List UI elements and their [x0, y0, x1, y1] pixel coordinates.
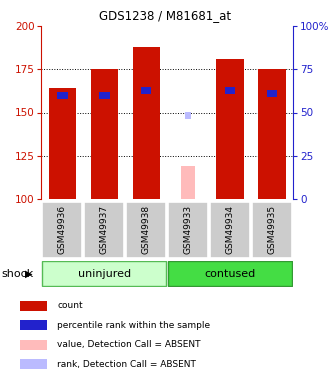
Text: GSM49935: GSM49935 [267, 205, 276, 254]
FancyBboxPatch shape [168, 261, 292, 286]
Bar [20, 320, 47, 330]
Text: GSM49934: GSM49934 [225, 205, 235, 254]
Text: percentile rank within the sample: percentile rank within the sample [57, 321, 210, 330]
Bar [99, 92, 110, 99]
Bar [258, 69, 286, 199]
Text: rank, Detection Call = ABSENT: rank, Detection Call = ABSENT [57, 360, 196, 369]
Text: contused: contused [205, 269, 256, 279]
Bar [225, 87, 235, 93]
Text: GSM49937: GSM49937 [100, 205, 109, 254]
FancyBboxPatch shape [252, 202, 292, 258]
Bar [20, 359, 47, 369]
Text: shock: shock [2, 269, 34, 279]
FancyBboxPatch shape [42, 261, 166, 286]
Bar [20, 301, 47, 311]
FancyBboxPatch shape [126, 202, 166, 258]
Bar [267, 90, 277, 97]
Text: GSM49938: GSM49938 [142, 205, 151, 254]
Bar [132, 47, 160, 199]
Bar [216, 59, 244, 199]
Bar [20, 340, 47, 350]
Text: GDS1238 / M81681_at: GDS1238 / M81681_at [99, 9, 232, 22]
Text: GSM49933: GSM49933 [184, 205, 193, 254]
Text: ▶: ▶ [24, 269, 32, 279]
Text: uninjured: uninjured [78, 269, 131, 279]
Bar [91, 69, 118, 199]
Bar [49, 88, 76, 199]
FancyBboxPatch shape [210, 202, 250, 258]
FancyBboxPatch shape [168, 202, 208, 258]
FancyBboxPatch shape [42, 202, 82, 258]
Bar [181, 166, 195, 199]
FancyBboxPatch shape [84, 202, 124, 258]
Text: count: count [57, 302, 83, 310]
Bar [185, 112, 191, 119]
Text: value, Detection Call = ABSENT: value, Detection Call = ABSENT [57, 340, 201, 349]
Bar [141, 87, 151, 93]
Text: GSM49936: GSM49936 [58, 205, 67, 254]
Bar [57, 92, 68, 99]
